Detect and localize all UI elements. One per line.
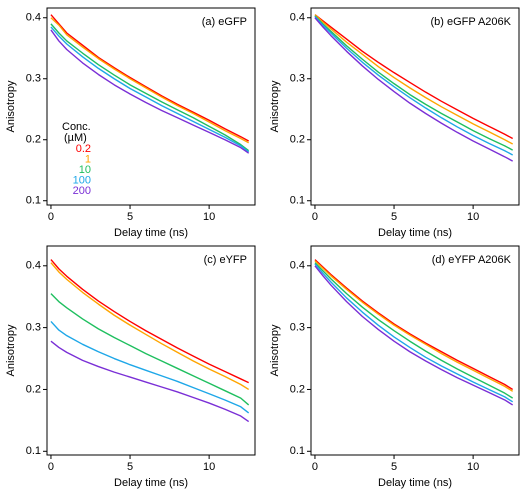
data-line <box>50 259 249 384</box>
data-line <box>50 293 250 406</box>
x-tick-label: 0 <box>48 211 54 223</box>
y-tick-label: 0.4 <box>290 12 305 24</box>
y-tick-label: 0.4 <box>26 12 41 24</box>
y-tick-label: 0.2 <box>26 134 41 146</box>
legend-title: Conc. <box>62 121 91 133</box>
data-line <box>314 263 514 403</box>
y-axis-label: Anisotropy <box>5 80 17 132</box>
legend-subtitle: (µM) <box>64 132 87 144</box>
data-line <box>314 265 514 406</box>
plot-frame <box>310 7 520 206</box>
data-line <box>314 16 514 156</box>
x-tick-label: 10 <box>467 461 479 473</box>
data-line <box>50 26 250 153</box>
y-tick-label: 0.3 <box>290 73 305 85</box>
y-tick-label: 0.2 <box>290 134 305 146</box>
data-line <box>50 17 250 144</box>
y-axis-label: Anisotropy <box>269 324 281 376</box>
x-tick-label: 10 <box>203 211 215 223</box>
plot-frame <box>310 245 520 456</box>
y-tick-label: 0.1 <box>290 195 305 207</box>
y-tick-label: 0.2 <box>26 383 41 395</box>
y-tick-label: 0.2 <box>290 383 305 395</box>
data-line <box>314 14 514 145</box>
data-line <box>50 262 250 391</box>
y-tick-label: 0.3 <box>26 73 41 85</box>
plot-frame <box>46 7 256 206</box>
data-line <box>314 15 514 151</box>
data-line <box>50 14 250 142</box>
x-axis-label: Delay time (ns) <box>114 477 188 489</box>
x-tick-label: 5 <box>127 461 133 473</box>
data-line <box>314 260 514 392</box>
legend-entry: 10 <box>79 164 91 176</box>
data-line <box>50 320 250 414</box>
y-tick-label: 0.1 <box>26 445 41 457</box>
x-axis-label: Delay time (ns) <box>378 227 452 239</box>
data-line <box>314 259 514 391</box>
panel-title: (d) eYFP A206K <box>432 254 512 266</box>
data-line <box>314 17 514 162</box>
data-line <box>314 14 514 140</box>
y-tick-label: 0.1 <box>26 195 41 207</box>
x-tick-label: 0 <box>312 211 318 223</box>
y-tick-label: 0.4 <box>26 260 41 272</box>
legend-entry: 1 <box>85 153 91 165</box>
x-tick-label: 10 <box>467 211 479 223</box>
y-tick-label: 0.1 <box>290 445 305 457</box>
panel-title: (c) eYFP <box>204 254 247 266</box>
y-axis-label: Anisotropy <box>5 324 17 376</box>
plot-frame <box>46 245 256 456</box>
y-tick-label: 0.3 <box>290 322 305 334</box>
data-line <box>314 262 514 399</box>
x-axis-label: Delay time (ns) <box>114 227 188 239</box>
x-tick-label: 5 <box>391 211 397 223</box>
data-line <box>50 29 250 154</box>
x-tick-label: 10 <box>203 461 215 473</box>
x-axis-label: Delay time (ns) <box>378 477 452 489</box>
data-line <box>50 23 250 152</box>
y-tick-label: 0.3 <box>26 322 41 334</box>
legend-entry: 0.2 <box>76 143 91 155</box>
x-tick-label: 5 <box>391 461 397 473</box>
legend-entry: 100 <box>73 174 91 186</box>
x-tick-label: 0 <box>312 461 318 473</box>
panel-title: (b) eGFP A206K <box>430 16 511 28</box>
legend-entry: 200 <box>73 185 91 197</box>
y-tick-label: 0.4 <box>290 260 305 272</box>
x-tick-label: 0 <box>48 461 54 473</box>
y-axis-label: Anisotropy <box>269 80 281 132</box>
panel-title: (a) eGFP <box>202 16 247 28</box>
data-line <box>50 340 250 423</box>
x-tick-label: 5 <box>127 211 133 223</box>
